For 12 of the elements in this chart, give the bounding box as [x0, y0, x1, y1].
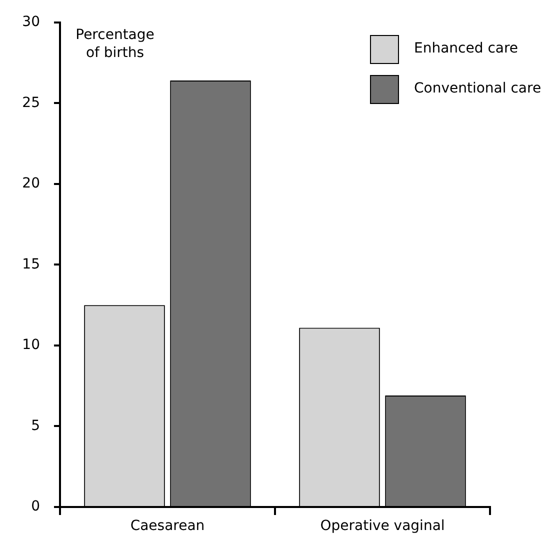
- y-tick-label: 30: [22, 14, 40, 30]
- x-tick-label: Operative vaginal: [320, 518, 445, 534]
- y-tick-label: 5: [31, 418, 40, 434]
- y-tick-label: 25: [22, 94, 40, 111]
- x-tick-label: Caesarean: [130, 518, 205, 534]
- y-axis-title: Percentage of births: [76, 27, 154, 62]
- legend-label: Conventional care: [414, 80, 542, 97]
- legend-label: Enhanced care: [414, 40, 518, 57]
- y-tick-label: 0: [31, 498, 40, 515]
- y-tick-label: 20: [22, 176, 40, 192]
- y-tick-label: 10: [22, 337, 40, 354]
- y-tick-label: 15: [22, 256, 40, 272]
